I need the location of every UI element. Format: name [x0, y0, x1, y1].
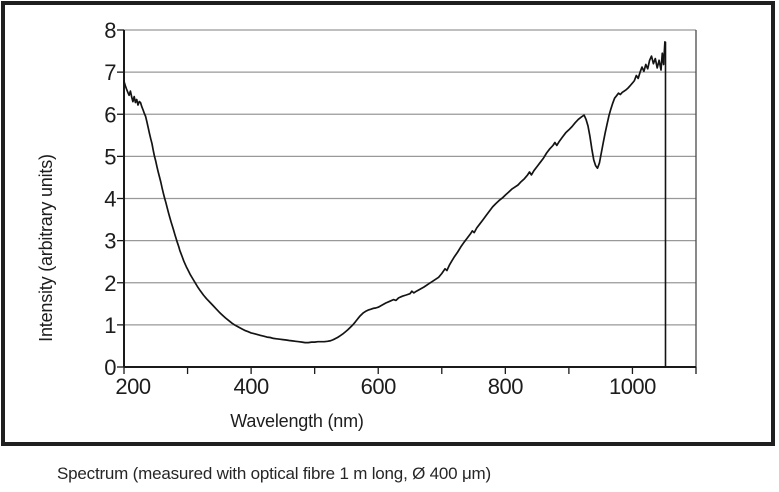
spectrum-curve: [123, 40, 666, 344]
x-tick-label: 800: [488, 374, 523, 399]
y-tick-label: 4: [104, 187, 116, 212]
x-axis-title: Wavelength (nm): [230, 411, 364, 431]
x-tick-label: 200: [115, 374, 150, 399]
y-tick-label: 2: [104, 271, 116, 296]
y-tick-label: 7: [104, 60, 116, 85]
figure-frame: [1, 1, 775, 446]
x-tick-label: 400: [234, 374, 269, 399]
y-tick-label: 6: [104, 102, 116, 127]
y-axis-title: Intensity (arbitrary units): [36, 154, 56, 342]
y-tick-label: 5: [104, 144, 116, 169]
figure-caption: Spectrum (measured with optical fibre 1 …: [57, 464, 491, 483]
y-tick-label: 1: [104, 313, 116, 338]
y-tick-label: 0: [104, 355, 116, 380]
x-tick-label: 600: [361, 374, 396, 399]
y-tick-label: 3: [104, 229, 116, 254]
x-tick-label: 1000: [609, 374, 656, 399]
y-tick-label: 8: [104, 18, 116, 43]
